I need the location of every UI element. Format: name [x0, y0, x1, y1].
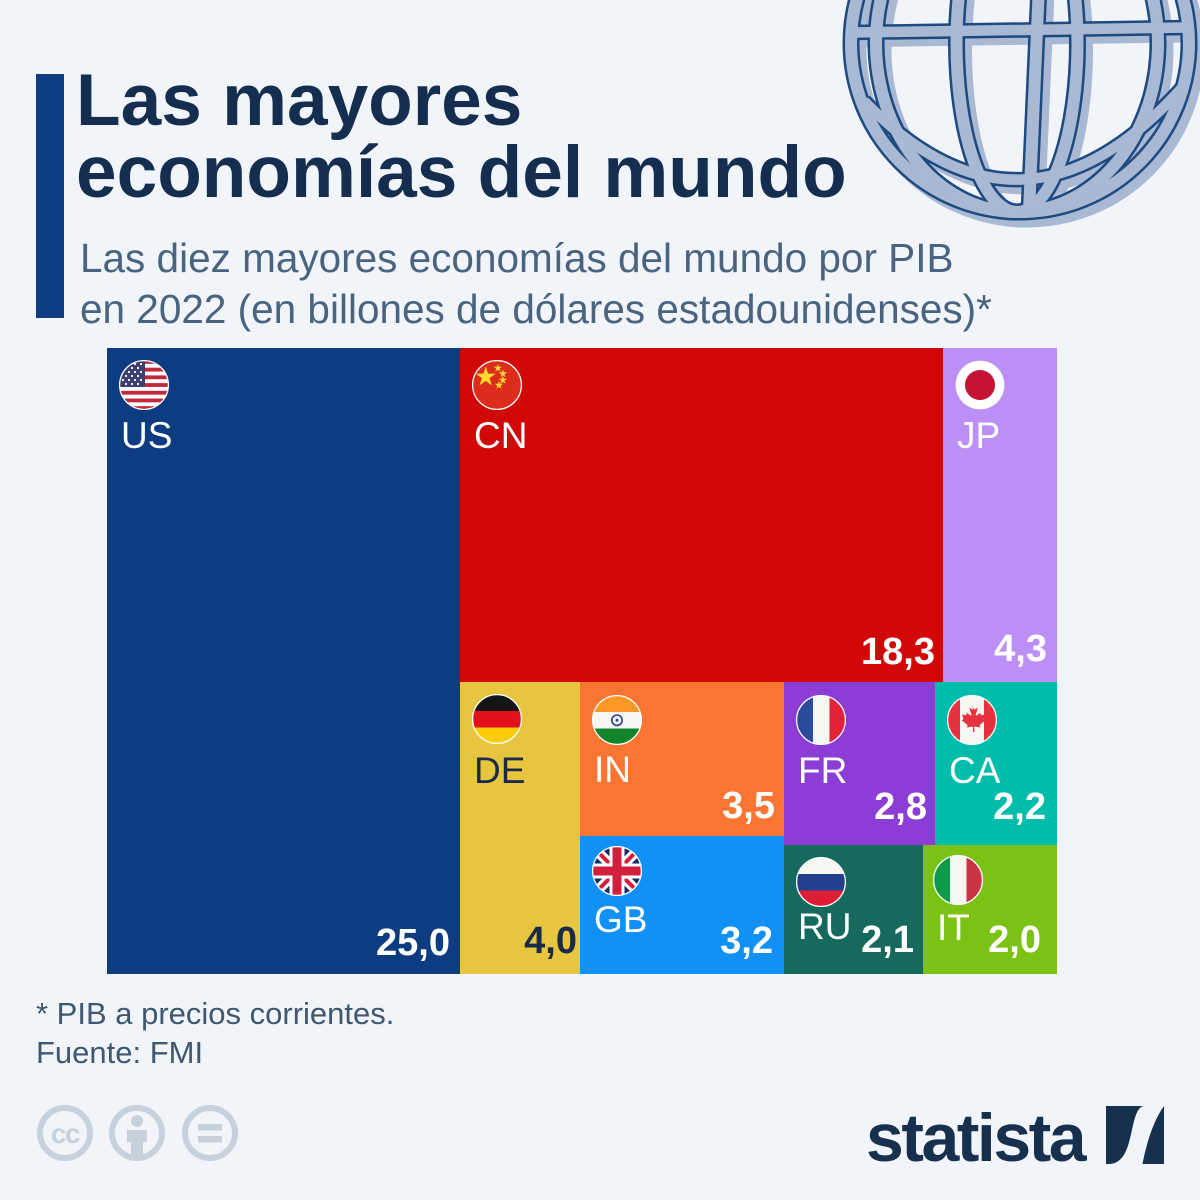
svg-text:statista: statista — [866, 1102, 1088, 1172]
svg-text:cc: cc — [51, 1118, 80, 1149]
